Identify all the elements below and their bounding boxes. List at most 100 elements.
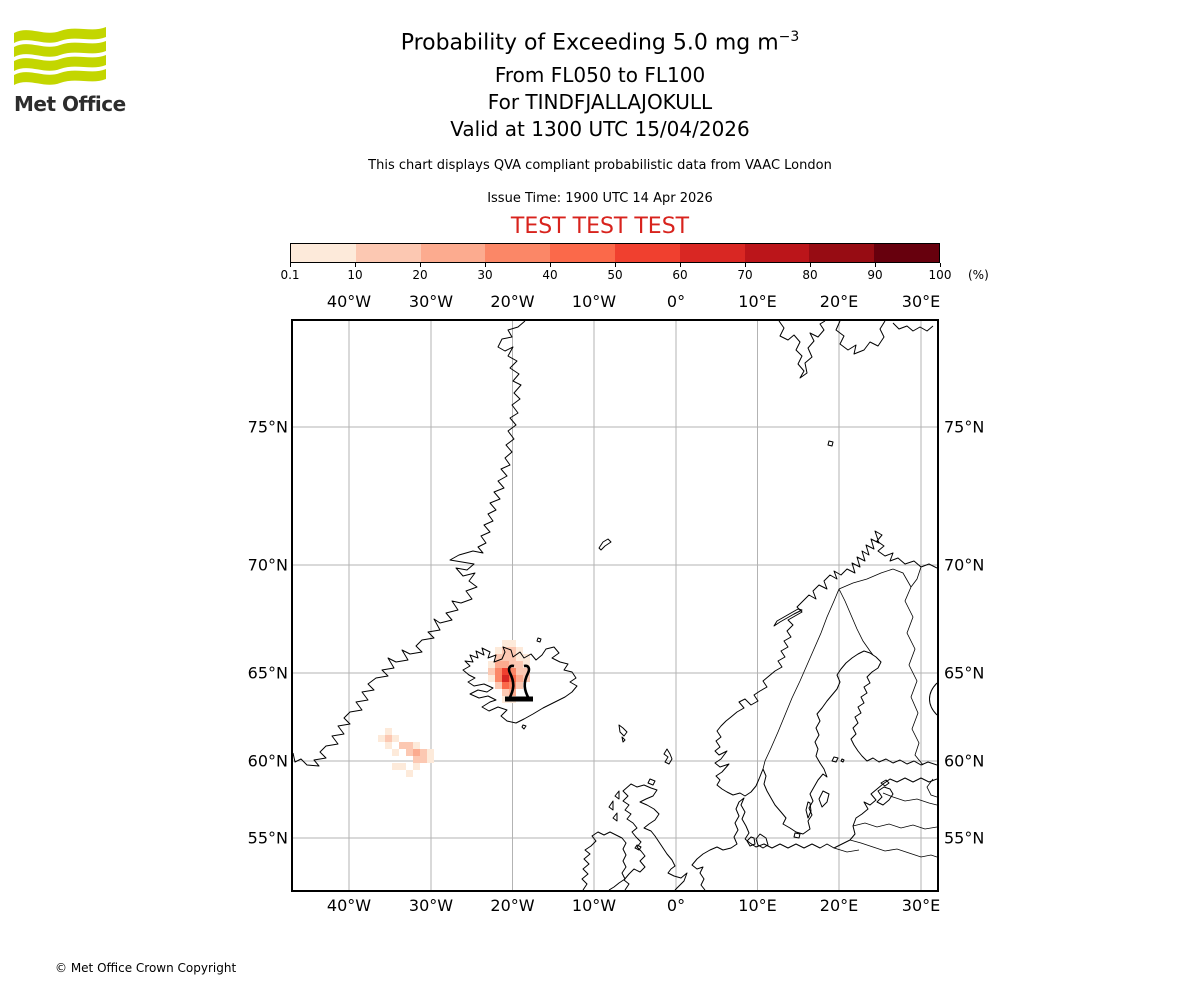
lon-label-30°E: 30°E — [901, 896, 941, 915]
ash-cell — [488, 675, 495, 682]
colorbar-segment-4 — [485, 244, 551, 262]
lon-label-10°E: 10°E — [738, 292, 777, 311]
volcano-left-horn — [507, 664, 515, 700]
page-title: Probability of Exceeding 5.0 mg m−3 — [400, 29, 800, 56]
lon-label-20°E: 20°E — [819, 292, 859, 311]
coastline-white-sea — [929, 682, 937, 716]
lon-label-20°E: 20°E — [819, 896, 859, 915]
subtitle-volcano: For TINDFJALLAJOKULL — [487, 90, 713, 114]
ash-cell — [413, 756, 420, 763]
colorbar-tick-label: 70 — [737, 268, 753, 282]
lat-label-left-55°N: 55°N — [247, 828, 288, 848]
ash-cell — [509, 654, 516, 661]
colorbar-tick-label: 60 — [672, 268, 688, 282]
ash-cell — [495, 675, 502, 682]
colorbar-segment-10 — [874, 244, 939, 262]
colorbar-tick-label: 50 — [607, 268, 623, 282]
ash-cell — [516, 668, 523, 675]
lon-label-0°: 0° — [666, 292, 686, 311]
coastline-britain — [622, 783, 688, 890]
ash-cell — [420, 749, 427, 756]
coastline-iceland — [462, 646, 578, 724]
ash-cell — [488, 668, 495, 675]
ash-cell — [427, 756, 434, 763]
border-latvia-lithuania — [852, 822, 937, 830]
ash-cell — [502, 689, 509, 696]
coastline-hiiumaa — [880, 779, 890, 787]
ash-cell — [523, 668, 530, 675]
colorbar-tick-label: 10 — [347, 268, 363, 282]
ash-cell — [385, 728, 392, 735]
coastline-shetland — [663, 748, 673, 765]
probability-colorbar — [290, 243, 940, 263]
lon-label-10°W: 10°W — [571, 896, 617, 915]
coastline-faroe — [618, 724, 628, 743]
coastline-greenland — [293, 321, 526, 767]
ash-cell — [502, 682, 509, 689]
colorbar-tick-label: 40 — [542, 268, 558, 282]
border-finland-russia — [904, 586, 924, 766]
ash-cell — [413, 742, 420, 749]
coastline-lofoten — [773, 608, 803, 627]
lon-label-10°E: 10°E — [738, 896, 777, 915]
colorbar-segment-3 — [420, 244, 486, 262]
ash-cell — [413, 749, 420, 756]
lat-label-right-55°N: 55°N — [944, 828, 985, 848]
border-sweden-finland — [838, 588, 874, 656]
border-lithuania-belarus — [849, 839, 937, 858]
ash-cell — [495, 682, 502, 689]
coastline-zealand — [755, 833, 769, 849]
issue-time: Issue Time: 1900 UTC 14 Apr 2026 — [487, 191, 713, 206]
coastline-jutland — [691, 797, 750, 890]
title-exponent: −3 — [778, 29, 800, 45]
ash-cell — [516, 654, 523, 661]
colorbar-segment-9 — [809, 244, 875, 262]
lat-label-right-70°N: 70°N — [944, 555, 985, 575]
border-estonia-russia — [926, 778, 937, 798]
ash-cell — [516, 661, 523, 668]
colorbar-tick — [680, 263, 681, 267]
ash-cell — [378, 735, 385, 742]
ash-cell — [392, 749, 399, 756]
ash-cell — [523, 661, 530, 668]
ash-cell — [509, 661, 516, 668]
ash-cell — [427, 749, 434, 756]
ash-cell — [516, 682, 523, 689]
ash-cell — [406, 742, 413, 749]
ash-cell — [406, 770, 413, 777]
border-poland-kaliningrad — [833, 847, 860, 853]
border-norway-sweden — [762, 588, 840, 770]
subtitle-valid-time: Valid at 1300 UTC 15/04/2026 — [450, 117, 750, 141]
ash-cell — [502, 661, 509, 668]
colorbar-segment-5 — [550, 244, 615, 262]
colorbar-tick-label: 90 — [867, 268, 883, 282]
coastline-svalbard-east-islands — [835, 321, 886, 355]
colorbar-tick-label: 80 — [802, 268, 818, 282]
ash-cell — [495, 647, 502, 654]
colorbar-segment-6 — [614, 244, 680, 262]
colorbar-tick — [550, 263, 551, 267]
colorbar-tick — [355, 263, 356, 267]
coastline-jan-mayen — [598, 538, 612, 551]
met-office-logo — [14, 27, 124, 85]
ash-probability-cells — [378, 640, 530, 777]
copyright-notice: © Met Office Crown Copyright — [55, 961, 237, 975]
colorbar-segment-8 — [744, 244, 810, 262]
lon-label-30°E: 30°E — [901, 292, 941, 311]
lon-label-0°: 0° — [666, 896, 686, 915]
lat-label-left-75°N: 75°N — [247, 417, 288, 437]
logo-wave-band — [14, 41, 106, 57]
colorbar-tick — [940, 263, 941, 267]
ash-cell — [392, 763, 399, 770]
logo-wave-band — [14, 69, 106, 85]
ash-cell — [385, 735, 392, 742]
colorbar-segment-2 — [355, 244, 421, 262]
lat-label-left-65°N: 65°N — [247, 663, 288, 683]
colorbar-tick — [615, 263, 616, 267]
ash-cell — [523, 654, 530, 661]
ash-cell — [495, 668, 502, 675]
coastline-scandinavia — [714, 530, 937, 835]
country-borders — [762, 566, 937, 858]
lon-label-40°W: 40°W — [326, 292, 372, 311]
